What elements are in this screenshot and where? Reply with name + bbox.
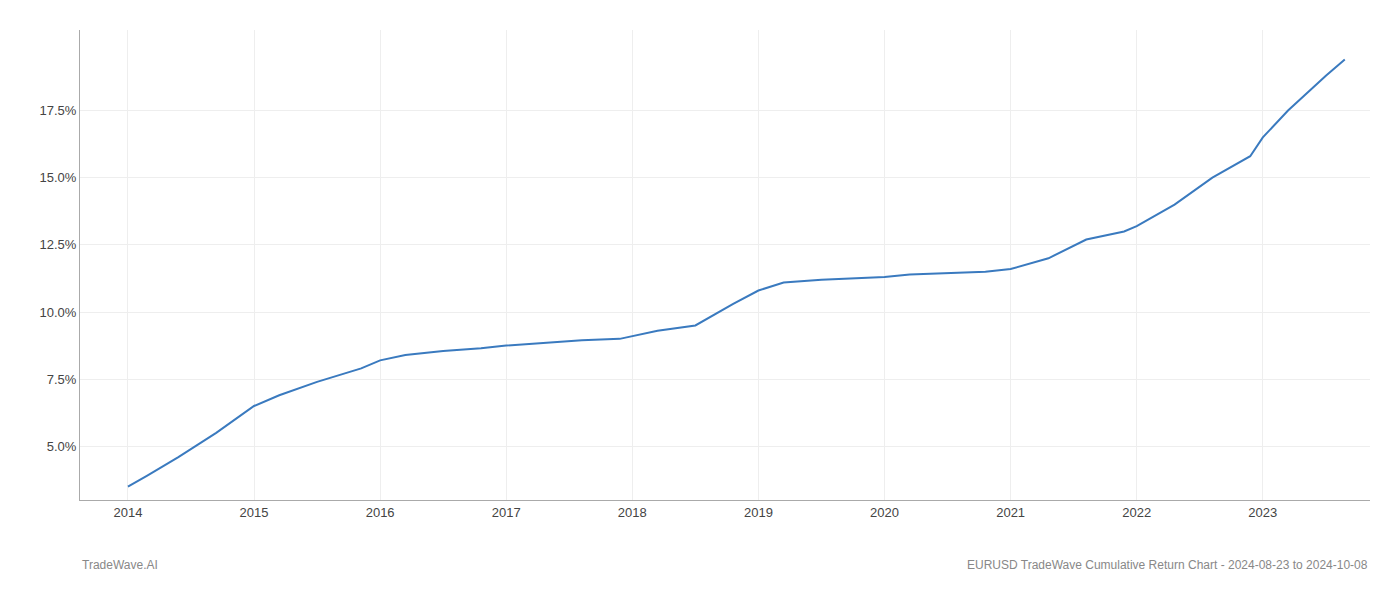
svg-text:2016: 2016 [366, 505, 395, 520]
svg-text:2022: 2022 [1122, 505, 1151, 520]
svg-text:10.0%: 10.0% [40, 305, 77, 320]
svg-text:17.5%: 17.5% [40, 103, 77, 118]
svg-text:TradeWave.AI: TradeWave.AI [82, 558, 158, 572]
svg-text:15.0%: 15.0% [40, 170, 77, 185]
svg-text:2015: 2015 [240, 505, 269, 520]
svg-text:EURUSD TradeWave Cumulative Re: EURUSD TradeWave Cumulative Return Chart… [967, 558, 1368, 572]
svg-text:2021: 2021 [996, 505, 1025, 520]
svg-text:2018: 2018 [618, 505, 647, 520]
svg-text:5.0%: 5.0% [47, 439, 77, 454]
svg-text:2019: 2019 [744, 505, 773, 520]
svg-text:2014: 2014 [113, 505, 142, 520]
svg-text:7.5%: 7.5% [47, 372, 77, 387]
svg-text:2023: 2023 [1248, 505, 1277, 520]
svg-text:12.5%: 12.5% [40, 237, 77, 252]
svg-text:2017: 2017 [492, 505, 521, 520]
svg-text:2020: 2020 [870, 505, 899, 520]
